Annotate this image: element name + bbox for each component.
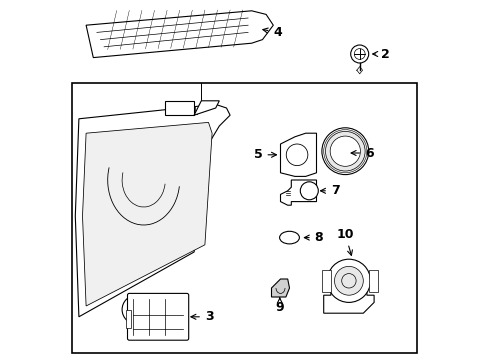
Text: 2: 2 xyxy=(372,48,389,60)
Text: 5: 5 xyxy=(253,148,276,161)
Circle shape xyxy=(334,266,363,295)
Polygon shape xyxy=(323,288,373,313)
Circle shape xyxy=(323,130,366,173)
Text: 1: 1 xyxy=(189,105,198,118)
Polygon shape xyxy=(82,122,212,306)
Text: 7: 7 xyxy=(320,184,339,197)
Text: 4: 4 xyxy=(263,26,282,39)
FancyBboxPatch shape xyxy=(127,293,188,340)
Polygon shape xyxy=(271,279,289,297)
Text: 3: 3 xyxy=(190,310,213,323)
Bar xyxy=(368,270,377,292)
Bar xyxy=(125,310,131,328)
Polygon shape xyxy=(280,133,316,176)
Bar xyxy=(72,83,416,353)
Circle shape xyxy=(329,136,360,166)
Bar xyxy=(321,270,330,292)
Circle shape xyxy=(326,259,370,302)
Text: 10: 10 xyxy=(336,228,353,255)
Polygon shape xyxy=(86,11,273,58)
Polygon shape xyxy=(75,104,230,317)
Polygon shape xyxy=(194,101,219,115)
Polygon shape xyxy=(280,180,316,205)
Polygon shape xyxy=(165,101,194,115)
Circle shape xyxy=(300,182,318,200)
Ellipse shape xyxy=(279,231,299,244)
Text: 9: 9 xyxy=(275,298,284,314)
Text: 8: 8 xyxy=(304,231,323,244)
Text: 6: 6 xyxy=(350,147,373,159)
